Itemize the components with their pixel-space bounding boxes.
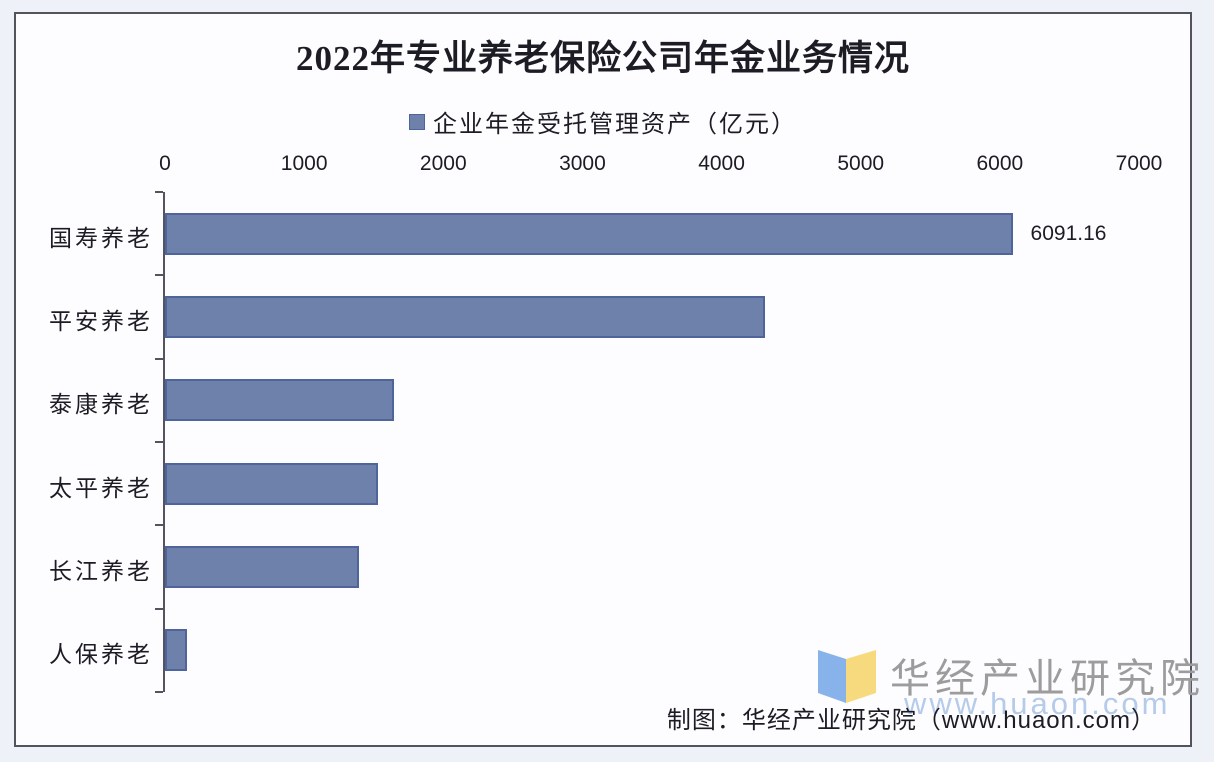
x-tick-label: 0 xyxy=(159,152,171,175)
category-label-国寿养老: 国寿养老 xyxy=(49,224,153,251)
y-axis-line xyxy=(163,192,165,692)
y-axis-tick xyxy=(155,357,163,360)
huajing-logo-icon xyxy=(818,650,876,703)
bar-长江养老 xyxy=(165,546,360,588)
y-axis-tick xyxy=(155,191,163,193)
bar-value-label: 6091.16 xyxy=(1030,221,1107,245)
y-axis-tick xyxy=(155,274,163,277)
bar-人保养老 xyxy=(165,629,188,672)
y-axis-tick xyxy=(155,607,163,610)
legend-label: 企业年金受托管理资产（亿元） xyxy=(433,111,797,138)
category-labels: 国寿养老平安养老泰康养老太平养老长江养老人保养老 xyxy=(16,192,153,692)
bar-平安养老 xyxy=(165,296,765,338)
logo-right-page xyxy=(846,650,876,703)
plot-area: 6091.16 xyxy=(155,191,1139,693)
footer-credit: 制图：华经产业研究院（www.huaon.com） xyxy=(666,707,1156,734)
x-tick-label: 3000 xyxy=(559,152,606,175)
x-tick-label: 5000 xyxy=(837,152,885,175)
x-tick-label: 2000 xyxy=(419,152,467,175)
watermark-name: 华经产业研究院 xyxy=(890,657,1205,701)
chart-card: 2022年专业养老保险公司年金业务情况 企业年金受托管理资产（亿元） 0 1000… xyxy=(14,12,1200,747)
watermark-url: www.huaon.com xyxy=(904,686,1171,721)
category-label-长江养老: 长江养老 xyxy=(49,558,153,584)
y-axis-tick xyxy=(155,691,163,693)
x-tick-label: 1000 xyxy=(280,152,328,175)
x-axis-labels: 0 1000 2000 3000 4000 5000 6000 7000 xyxy=(16,152,1190,178)
bar-国寿养老 xyxy=(165,212,1013,255)
y-axis-tick xyxy=(155,441,163,443)
logo-left-page xyxy=(818,650,846,703)
x-tick-label: 7000 xyxy=(1115,152,1163,175)
legend: 企业年金受托管理资产（亿元） xyxy=(16,104,1190,139)
category-label-太平养老: 太平养老 xyxy=(49,474,153,501)
category-label-人保养老: 人保养老 xyxy=(49,641,153,668)
x-tick-label: 4000 xyxy=(698,152,745,175)
bar-泰康养老 xyxy=(165,379,394,422)
y-axis-tick xyxy=(155,524,163,527)
legend-swatch-icon xyxy=(409,113,425,130)
category-label-平安养老: 平安养老 xyxy=(49,308,153,334)
x-tick-label: 6000 xyxy=(976,152,1024,175)
bar-太平养老 xyxy=(165,462,378,505)
category-label-泰康养老: 泰康养老 xyxy=(49,391,153,418)
chart-title: 2022年专业养老保险公司年金业务情况 xyxy=(295,39,910,78)
